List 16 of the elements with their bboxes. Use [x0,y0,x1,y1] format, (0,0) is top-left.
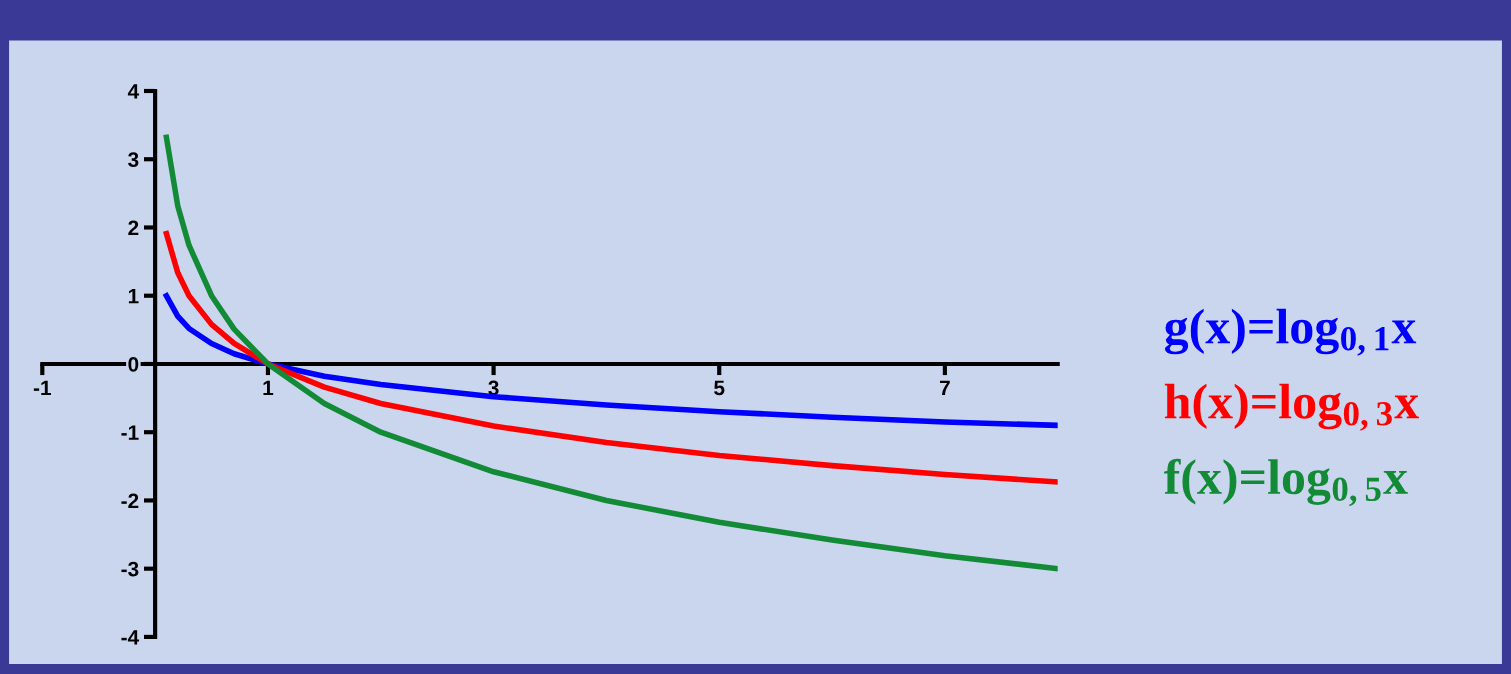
y-tick-label: 3 [128,152,139,168]
y-tick-label: 2 [128,220,139,236]
x-tick-label: 7 [939,380,950,396]
text: f(x)=log$_{0,5}$x [1163,458,1408,507]
text: g(x)=log$_{0,1}$x [1164,308,1417,356]
y-tick-label: 0 [128,356,139,372]
x-tick-label: -1 [33,380,51,396]
text: h(x)=log$_{0,3}$x [1164,383,1419,431]
y-tick-label: 1 [128,288,139,304]
y-tick-label: -1 [121,425,139,440]
y-tick-label: -4 [121,630,140,645]
x-tick-label: 1 [263,380,274,396]
y-tick-label: -2 [121,493,139,508]
y-tick-label: 4 [127,84,140,99]
x-tick-label: 5 [714,380,725,396]
y-tick-label: -3 [121,561,139,577]
